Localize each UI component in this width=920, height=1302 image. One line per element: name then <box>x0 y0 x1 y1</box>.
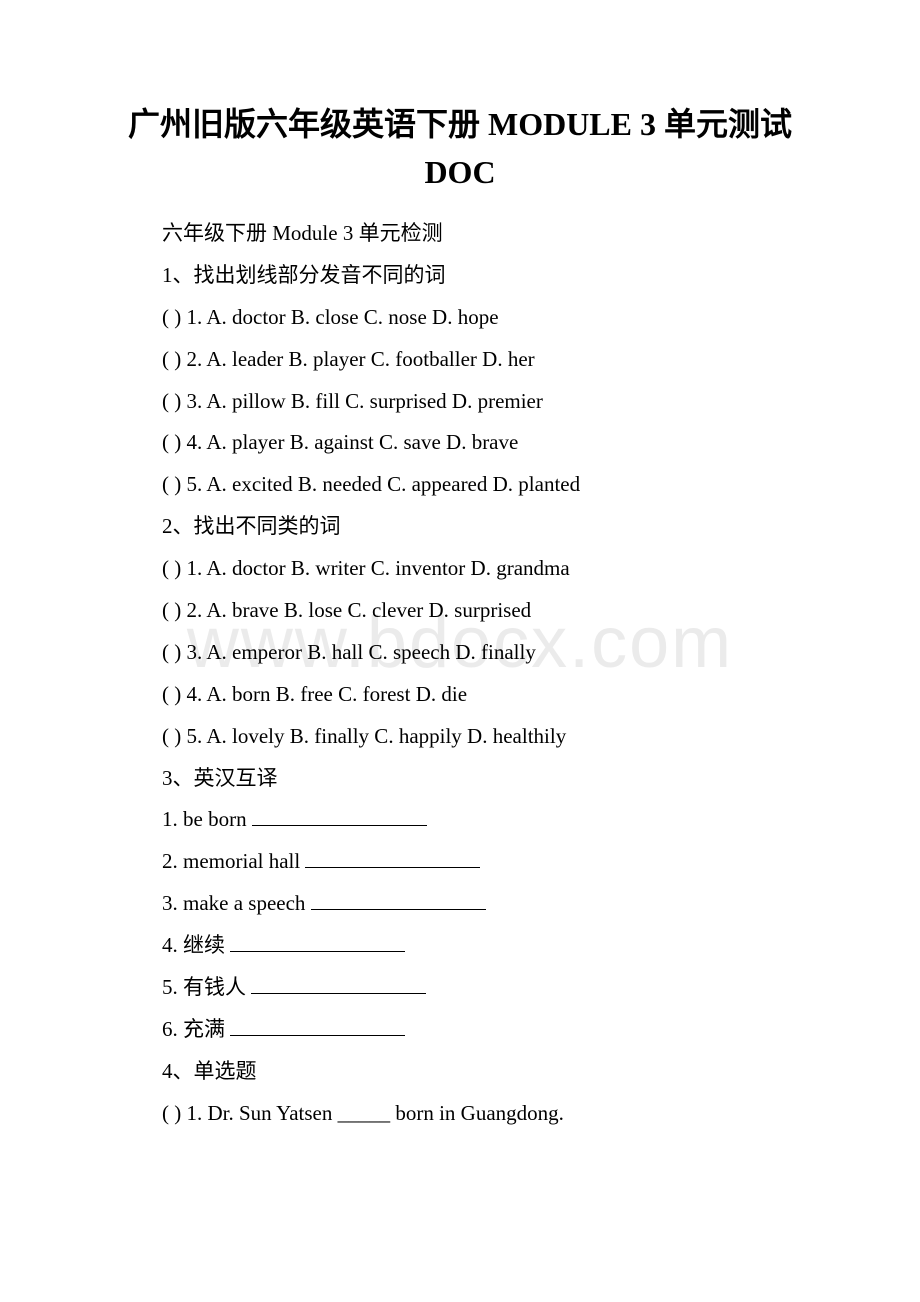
blank-line <box>252 825 427 826</box>
document-content: 广州旧版六年级英语下册 MODULE 3 单元测试 DOC 六年级下册 Modu… <box>120 100 800 1134</box>
section1-item: ( ) 4. A. player B. against C. save D. b… <box>120 423 800 463</box>
section3-item: 5. 有钱人 <box>120 968 800 1008</box>
section3-heading: 3、英汉互译 <box>120 759 800 799</box>
section3-item: 6. 充满 <box>120 1010 800 1050</box>
section3-item: 4. 继续 <box>120 926 800 966</box>
subtitle: 六年级下册 Module 3 单元检测 <box>120 214 800 254</box>
blank-line <box>230 1035 405 1036</box>
item-prefix: 1. be born <box>162 807 252 831</box>
item-prefix: 6. 充满 <box>162 1017 230 1041</box>
section2-item: ( ) 5. A. lovely B. finally C. happily D… <box>120 717 800 757</box>
section3-item: 2. memorial hall <box>120 842 800 882</box>
section2-heading: 2、找出不同类的词 <box>120 507 800 547</box>
blank-line <box>305 867 480 868</box>
item-prefix: 2. memorial hall <box>162 849 305 873</box>
section2-item: ( ) 1. A. doctor B. writer C. inventor D… <box>120 549 800 589</box>
section4-item: ( ) 1. Dr. Sun Yatsen _____ born in Guan… <box>120 1094 800 1134</box>
section1-item: ( ) 5. A. excited B. needed C. appeared … <box>120 465 800 505</box>
section1-heading: 1、找出划线部分发音不同的词 <box>120 256 800 296</box>
section4-heading: 4、单选题 <box>120 1052 800 1092</box>
section3-item: 3. make a speech <box>120 884 800 924</box>
section1-item: ( ) 3. A. pillow B. fill C. surprised D.… <box>120 382 800 422</box>
blank-line <box>230 951 405 952</box>
blank-line <box>311 909 486 910</box>
section1-item: ( ) 2. A. leader B. player C. footballer… <box>120 340 800 380</box>
section2-item: ( ) 2. A. brave B. lose C. clever D. sur… <box>120 591 800 631</box>
section1-item: ( ) 1. A. doctor B. close C. nose D. hop… <box>120 298 800 338</box>
section3-item: 1. be born <box>120 800 800 840</box>
item-prefix: 5. 有钱人 <box>162 975 251 999</box>
document-title: 广州旧版六年级英语下册 MODULE 3 单元测试 DOC <box>120 100 800 196</box>
item-prefix: 4. 继续 <box>162 933 230 957</box>
section2-item: ( ) 3. A. emperor B. hall C. speech D. f… <box>120 633 800 673</box>
item-prefix: 3. make a speech <box>162 891 311 915</box>
section2-item: ( ) 4. A. born B. free C. forest D. die <box>120 675 800 715</box>
blank-line <box>251 993 426 994</box>
